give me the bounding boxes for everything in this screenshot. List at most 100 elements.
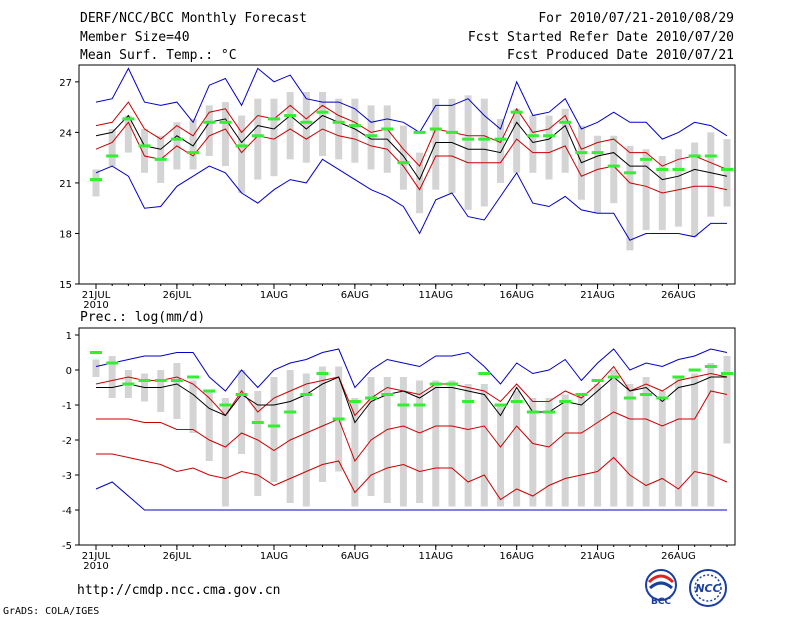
observed-marker — [526, 134, 539, 138]
y-tick-label: -4 — [62, 506, 72, 517]
ensemble-box — [658, 391, 666, 507]
ensemble-box — [92, 359, 100, 377]
observed-marker — [607, 164, 620, 168]
observed-marker — [332, 417, 345, 421]
observed-marker — [251, 134, 264, 138]
observed-marker — [122, 382, 135, 386]
observed-marker — [640, 393, 653, 396]
x-tick-label: 6AUG — [341, 290, 369, 301]
observed-marker — [413, 130, 426, 134]
ensemble-box — [302, 373, 310, 507]
ensemble-box — [108, 356, 116, 398]
ensemble-box — [626, 384, 634, 507]
observed-marker — [413, 403, 426, 407]
ensemble-box — [399, 377, 407, 507]
y-tick-label: 1 — [66, 331, 72, 342]
forecast-period: For 2010/07/21-2010/08/29 — [538, 11, 734, 26]
ensemble-box — [383, 377, 391, 503]
ensemble-box — [674, 377, 682, 507]
ensemble-box — [335, 98, 343, 160]
observed-marker — [510, 400, 523, 403]
observed-marker — [429, 382, 442, 386]
chart-title: DERF/NCC/BCC Monthly Forecast — [80, 11, 307, 26]
ensemble-box — [157, 370, 165, 412]
ensemble-box — [674, 149, 682, 227]
ensemble-box — [302, 91, 310, 163]
observed-marker — [219, 120, 232, 124]
observed-marker — [591, 379, 604, 382]
observed-marker — [462, 137, 475, 141]
observed-marker — [704, 154, 717, 158]
observed-marker — [284, 114, 297, 118]
observed-marker — [154, 157, 167, 161]
x-tick-label: 26JUL — [163, 290, 192, 301]
ensemble-box — [496, 405, 504, 507]
ensemble-box — [367, 377, 375, 496]
x-tick-label: 11AUG — [418, 551, 453, 562]
observed-marker — [251, 421, 264, 424]
y-tick-label: -5 — [62, 541, 72, 552]
ensemble-box — [286, 370, 294, 503]
ensemble-box — [561, 108, 569, 173]
observed-marker — [365, 396, 378, 400]
series-line-mean — [96, 376, 727, 424]
series-line-min — [95, 481, 727, 511]
observed-marker — [559, 120, 572, 124]
observed-marker — [90, 178, 102, 182]
series-line-upper — [95, 101, 728, 170]
observed-marker — [316, 110, 329, 114]
observed-marker — [106, 154, 119, 158]
ensemble-box — [254, 98, 262, 180]
x-year-label: 2010 — [83, 300, 108, 311]
series-line-upper — [95, 365, 728, 417]
observed-marker — [138, 144, 151, 148]
ensemble-box — [238, 370, 246, 454]
grads-credit: GrADS: COLA/IGES — [3, 606, 100, 617]
ensemble-box — [205, 105, 213, 156]
observed-marker — [656, 167, 669, 171]
series-line-max — [95, 348, 728, 392]
ensemble-box — [448, 380, 456, 507]
variable-label: Mean Surf. Temp.: °C — [80, 48, 237, 63]
ensemble-box — [610, 135, 618, 204]
observed-marker — [559, 400, 572, 403]
ensemble-box — [594, 384, 602, 507]
observed-marker — [429, 127, 442, 131]
observed-marker — [187, 151, 200, 155]
ensemble-box — [691, 142, 699, 237]
ensemble-box — [416, 152, 424, 214]
ensemble-box — [92, 169, 100, 197]
member-size-label: Member Size=40 — [80, 30, 190, 45]
observed-marker — [348, 400, 361, 403]
series-line-lower — [96, 390, 728, 463]
ensemble-box — [221, 398, 229, 507]
ensemble-box — [319, 91, 327, 156]
ensemble-box — [367, 105, 375, 170]
observed-marker — [445, 130, 458, 134]
plot-frame — [78, 327, 736, 546]
x-tick-label: 26JUL — [163, 551, 192, 562]
ensemble-box — [108, 129, 116, 167]
ensemble-box — [432, 98, 440, 190]
precip-chart-title: Prec.: log(mm/d) — [80, 310, 206, 325]
y-tick-label: -2 — [62, 436, 72, 447]
ensemble-box — [545, 115, 553, 180]
x-year-label: 2010 — [83, 561, 108, 572]
y-tick-label: -3 — [62, 471, 72, 482]
series-line-mean — [95, 114, 728, 181]
bcc-logo-text: BCC — [651, 597, 671, 606]
ensemble-box — [173, 363, 181, 419]
ensemble-box — [319, 366, 327, 482]
observed-marker — [397, 161, 410, 165]
fcst-started-date: Fcst Started Refer Date 2010/07/20 — [467, 30, 734, 45]
observed-marker — [170, 379, 183, 382]
ensemble-box — [577, 394, 585, 507]
ensemble-box — [723, 356, 731, 444]
source-url[interactable]: http://cmdp.ncc.cma.gov.cn — [77, 583, 281, 598]
ensemble-box — [480, 384, 488, 507]
ensemble-box — [480, 98, 488, 207]
precipitation-chart: -5 -4 -3 -2 -1 0 1 21JUL 26JUL 1AUG 6AUG 11AUG 16AUG… — [62, 327, 736, 572]
observed-marker — [494, 403, 507, 407]
ensemble-box — [691, 373, 699, 507]
ensemble-box — [464, 95, 472, 210]
